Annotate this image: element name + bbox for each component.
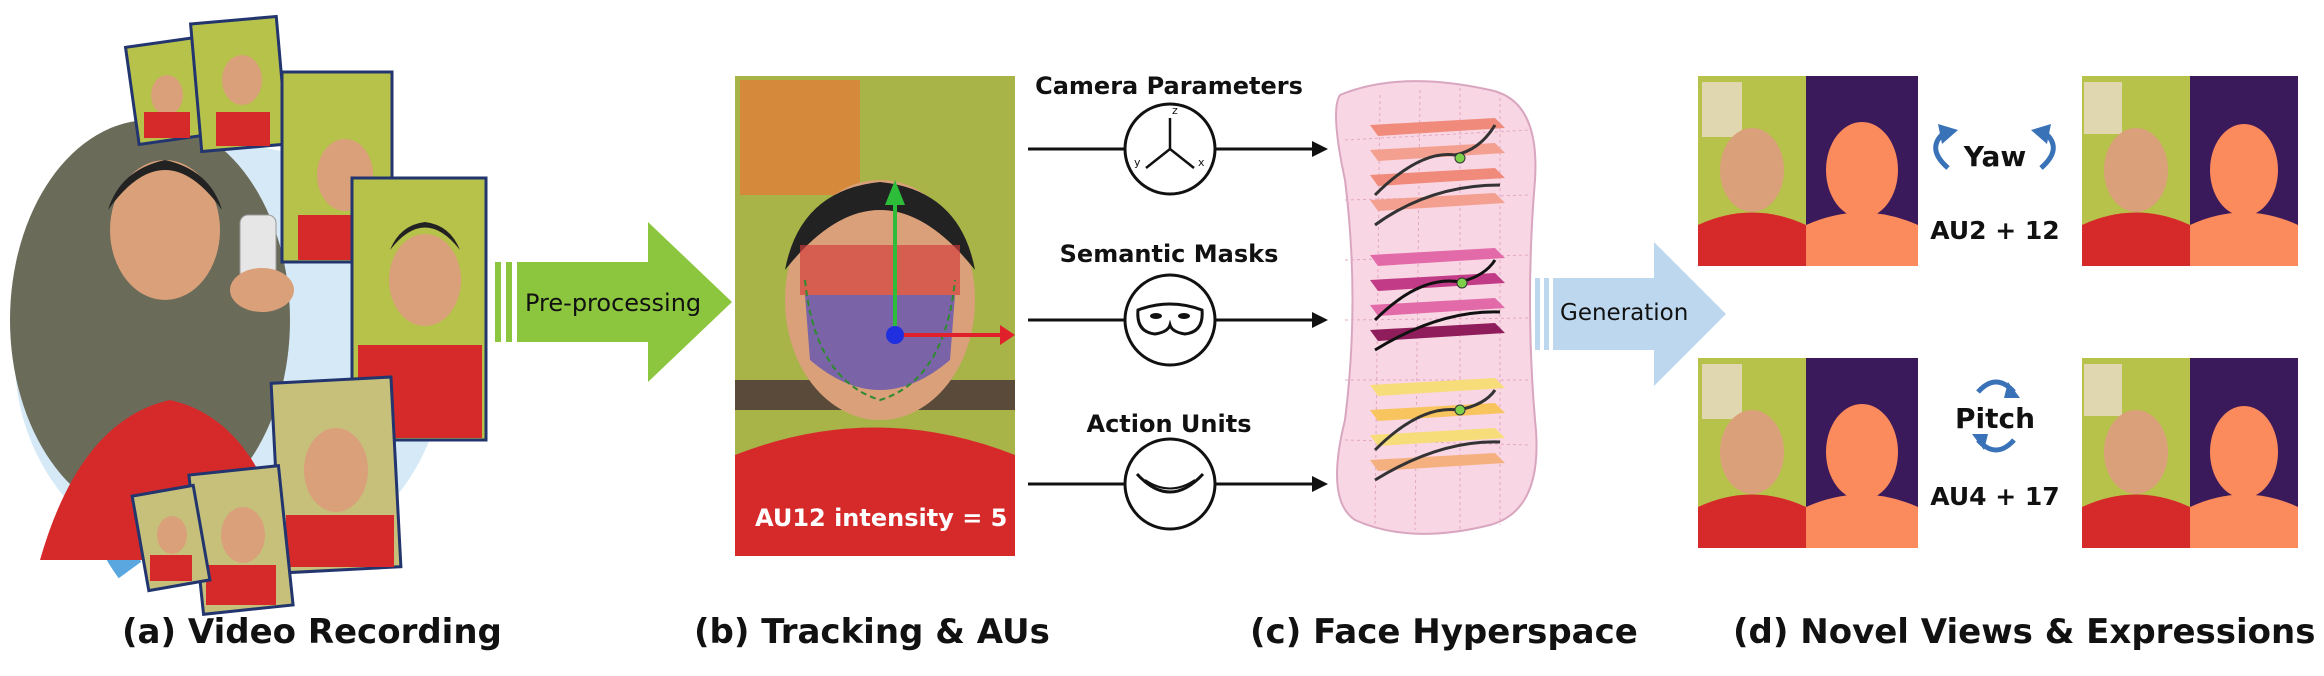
novel-view-bottom-left (1698, 358, 1918, 548)
main-photo-hand (230, 268, 294, 312)
axis-label-x: x (1198, 156, 1205, 169)
au-intensity-text: AU12 intensity = 5 (755, 504, 1008, 532)
mask-overlay-blue (805, 295, 955, 390)
main-photo-hair (108, 160, 222, 210)
au-top-label: AU2 + 12 (1930, 216, 2060, 245)
camera-parameters-label: Camera Parameters (1035, 72, 1303, 100)
caption-face-hyperspace: (c) Face Hyperspace (1250, 612, 1638, 652)
pitch-label: Pitch (1954, 402, 2036, 435)
tracking-photo-shirt (735, 427, 1015, 556)
action-units-label: Action Units (1086, 410, 1252, 438)
selfie-frame-2 (188, 14, 290, 154)
novel-view-top-left (1698, 76, 1918, 266)
smile-icon (1123, 437, 1217, 531)
caption-novel-views: (d) Novel Views & Expressions (1733, 612, 2316, 652)
tracking-photo-poster (740, 80, 860, 195)
axis-label-y: y (1134, 156, 1141, 169)
generation-label: Generation (1560, 300, 1689, 326)
au-bottom-label: AU4 + 17 (1930, 482, 2060, 511)
caption-tracking-aus: (b) Tracking & AUs (694, 612, 1050, 652)
slab-stack-yellow (1370, 378, 1505, 482)
selfie-frame-1 (123, 35, 211, 147)
yaw-rotation-icon (1933, 124, 2056, 170)
novel-view-top-right (2082, 76, 2298, 266)
slab-stack-magenta (1370, 248, 1505, 352)
slab-stack-orange (1370, 118, 1505, 227)
tracking-photo-hair (785, 182, 975, 270)
camera-axes-icon (1123, 102, 1217, 196)
selfie-frame-7 (130, 483, 212, 593)
landmark-jawline (804, 279, 956, 402)
novel-view-bottom-right (2082, 358, 2298, 548)
semantic-masks-label: Semantic Masks (1059, 240, 1279, 268)
axis-label-z: z (1172, 104, 1178, 117)
selfie-frame-6 (187, 464, 295, 616)
mask-icon (1123, 273, 1217, 367)
axis-origin (886, 326, 904, 344)
main-photo-face (110, 160, 220, 300)
yaw-label: Yaw (1963, 140, 2027, 173)
mask-overlay-red (800, 245, 960, 295)
main-photo-bg (10, 120, 290, 520)
selfie-frame-5 (269, 375, 403, 575)
pitch-rotation-icon (1972, 379, 2020, 453)
caption-video-recording: (a) Video Recording (122, 612, 502, 652)
preprocessing-label: Pre-processing (525, 289, 702, 317)
